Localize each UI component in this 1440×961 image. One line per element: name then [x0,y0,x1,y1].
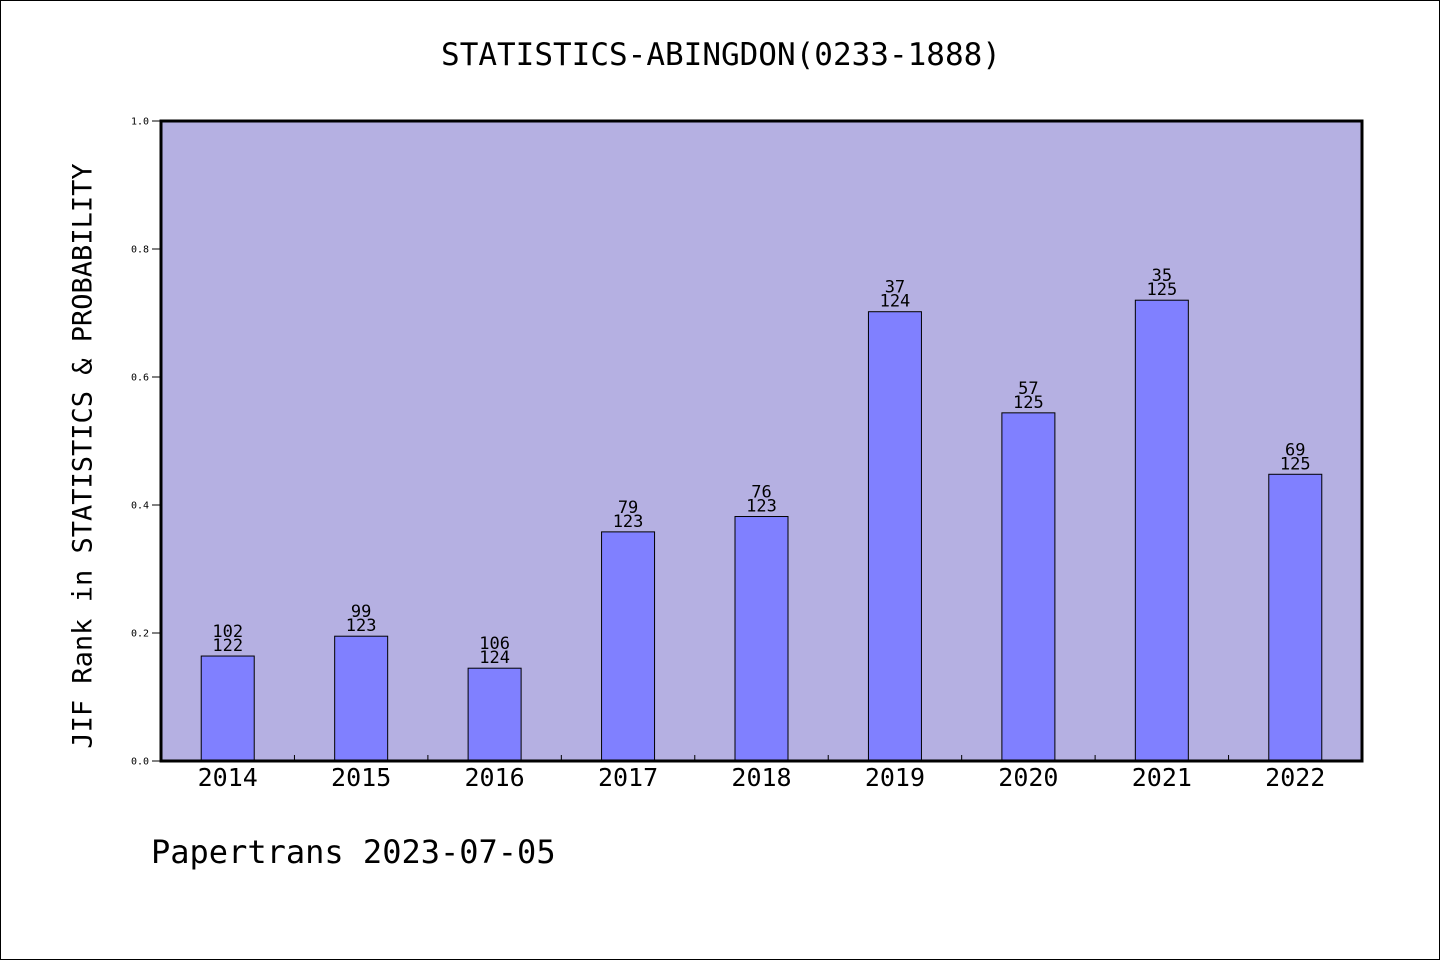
y-tick-label: 0.4 [131,501,149,512]
bar [1001,412,1056,762]
bar-total-label: 125 [1146,280,1177,300]
footer-credit: Papertrans 2023-07-05 [151,833,556,871]
bar-rank-label: 99 [351,602,371,622]
bar-rank-label: 37 [885,278,905,298]
bar-total-label: 124 [479,648,510,668]
x-tick-label: 2018 [731,763,791,792]
bar [1134,299,1189,762]
bar [334,635,389,762]
x-tick-label: 2020 [998,763,1058,792]
bar-total-label: 123 [746,497,777,517]
bar-rank-label: 69 [1285,440,1305,460]
x-tick-label: 2019 [865,763,925,792]
bar-rank-label: 102 [212,622,243,642]
y-tick-label: 0.8 [131,245,149,256]
x-tick-label: 2017 [598,763,658,792]
bar-total-label: 123 [613,512,644,532]
y-tick-label: 1.0 [131,117,149,128]
bar-total-label: 123 [346,616,377,636]
x-tick-label: 2016 [465,763,525,792]
bar-rank-label: 35 [1152,266,1172,286]
x-tick-label: 2022 [1265,763,1325,792]
bar [200,655,255,762]
bar-rank-label: 79 [618,498,638,518]
bar-rank-label: 57 [1018,379,1038,399]
bar-total-label: 125 [1013,393,1044,413]
bar-total-label: 125 [1280,454,1311,474]
x-tick-label: 2021 [1132,763,1192,792]
chart-title: STATISTICS-ABINGDON(0233-1888) [441,37,1001,73]
bar [601,531,656,762]
x-tick-label: 2015 [331,763,391,792]
y-tick-label: 0.2 [131,629,149,640]
bar [467,667,522,762]
y-tick-label: 0.0 [131,757,149,768]
x-tick-label: 2014 [198,763,258,792]
bar [1268,473,1323,762]
bar-rank-label: 76 [751,483,771,503]
bar [734,516,789,762]
bar [867,311,922,762]
plot-border [159,119,1364,763]
y-tick-label: 0.6 [131,373,149,384]
bar-total-label: 124 [880,292,911,312]
bar-rank-label: 106 [479,634,510,654]
bar-total-label: 122 [212,636,243,656]
